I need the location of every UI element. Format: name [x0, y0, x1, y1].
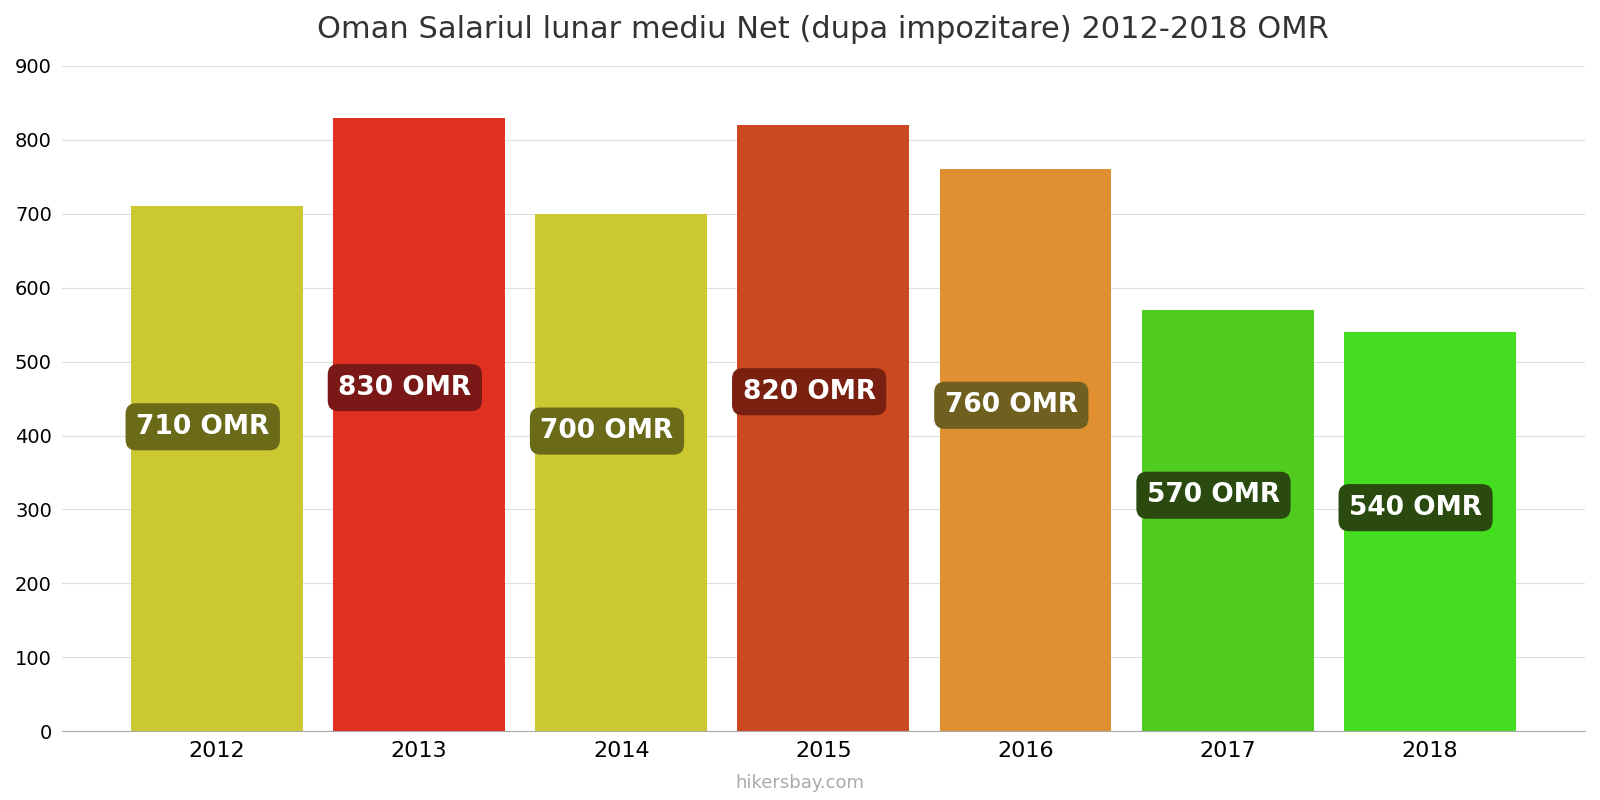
- Bar: [1142, 310, 1314, 731]
- Bar: [536, 214, 707, 731]
- Text: 700 OMR: 700 OMR: [541, 418, 674, 444]
- Text: 760 OMR: 760 OMR: [944, 392, 1078, 418]
- Bar: [939, 170, 1112, 731]
- Text: hikersbay.com: hikersbay.com: [736, 774, 864, 792]
- Text: 830 OMR: 830 OMR: [338, 374, 472, 401]
- Bar: [738, 125, 909, 731]
- Text: 820 OMR: 820 OMR: [742, 378, 875, 405]
- Bar: [131, 206, 302, 731]
- Text: 540 OMR: 540 OMR: [1349, 494, 1482, 521]
- Title: Oman Salariul lunar mediu Net (dupa impozitare) 2012-2018 OMR: Oman Salariul lunar mediu Net (dupa impo…: [317, 15, 1330, 44]
- Text: 710 OMR: 710 OMR: [136, 414, 269, 440]
- Text: 570 OMR: 570 OMR: [1147, 482, 1280, 508]
- Bar: [1344, 332, 1515, 731]
- Bar: [333, 118, 506, 731]
